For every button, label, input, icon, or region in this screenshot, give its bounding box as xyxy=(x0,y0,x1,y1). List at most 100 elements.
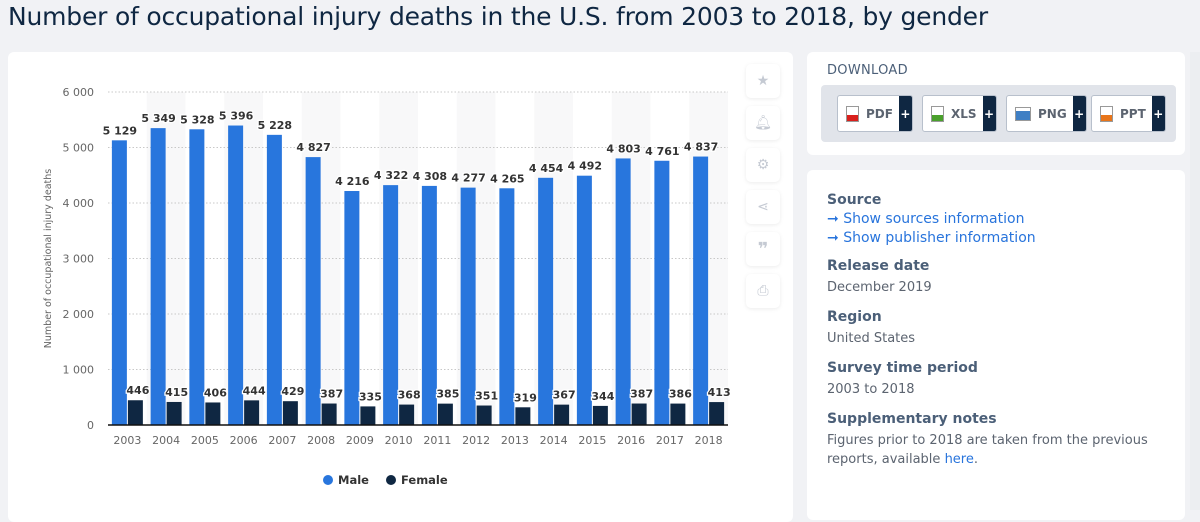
female-data-label: 351 xyxy=(475,390,498,403)
plus-icon[interactable]: + xyxy=(898,96,912,131)
download-png-button[interactable]: PNG + xyxy=(1006,95,1087,132)
male-bar xyxy=(305,157,321,425)
download-xls-button[interactable]: XLS + xyxy=(922,95,997,132)
female-bar xyxy=(321,403,337,425)
female-data-label: 367 xyxy=(553,389,576,402)
female-data-label: 406 xyxy=(204,386,227,399)
female-data-label: 386 xyxy=(669,388,692,401)
male-data-label: 4 216 xyxy=(335,175,370,188)
female-data-label: 444 xyxy=(243,384,266,397)
female-bar xyxy=(515,407,531,425)
male-data-label: 4 827 xyxy=(296,141,330,154)
male-data-label: 5 228 xyxy=(258,119,292,132)
male-data-label: 4 265 xyxy=(490,172,524,185)
bar-chart: 0 1 000 2 000 3 000 4 000 5 000 6 000 Number of… xyxy=(43,86,732,487)
plus-icon[interactable]: + xyxy=(1072,96,1086,131)
female-data-label: 387 xyxy=(630,388,653,401)
bell-icon[interactable]: 🔔︎ xyxy=(746,106,780,140)
female-bar xyxy=(360,406,376,425)
period-heading: Survey time period xyxy=(827,360,978,376)
download-pdf-button[interactable]: PDF + xyxy=(837,95,913,132)
y-axis-label: Number of occupational injury deaths xyxy=(43,169,54,348)
x-tick-label: 2018 xyxy=(695,434,723,447)
male-bar xyxy=(189,129,205,425)
y-tick-label: 5 000 xyxy=(63,142,95,155)
show-sources-label[interactable]: Show sources information xyxy=(843,211,1025,227)
pdf-file-icon xyxy=(846,105,859,122)
y-tick-label: 4 000 xyxy=(63,197,95,210)
x-tick-label: 2009 xyxy=(346,434,374,447)
arrow-right-icon: ➞ xyxy=(827,211,839,227)
ppt-label: PPT xyxy=(1120,106,1146,121)
male-bar xyxy=(576,175,592,425)
ppt-file-icon xyxy=(1100,105,1113,122)
share-icon[interactable]: ⋖ xyxy=(746,190,780,224)
female-bar xyxy=(592,405,608,425)
show-publisher-label[interactable]: Show publisher information xyxy=(843,230,1036,246)
region-heading: Region xyxy=(827,309,882,325)
male-data-label: 4 454 xyxy=(529,162,564,175)
plus-icon[interactable]: + xyxy=(982,96,996,131)
star-icon[interactable]: ★ xyxy=(746,64,780,98)
female-bar xyxy=(631,403,647,425)
male-legend-marker xyxy=(323,475,333,485)
female-bar xyxy=(282,401,298,425)
female-data-label: 446 xyxy=(126,384,149,397)
female-legend-marker xyxy=(386,475,396,485)
notes-period: . xyxy=(973,452,978,467)
x-tick-label: 2015 xyxy=(578,434,606,447)
download-card: DOWNLOAD PDF + XLS + PNG + PPT + xyxy=(807,52,1185,155)
male-data-label: 4 837 xyxy=(684,141,718,154)
female-bar xyxy=(399,404,415,425)
male-bar xyxy=(499,188,515,425)
png-label: PNG xyxy=(1038,106,1067,121)
release-heading: Release date xyxy=(827,258,930,274)
male-data-label: 5 349 xyxy=(141,112,175,125)
male-data-label: 5 129 xyxy=(103,124,137,137)
male-data-label: 4 761 xyxy=(645,145,679,158)
male-data-label: 5 328 xyxy=(180,113,214,126)
male-data-label: 4 492 xyxy=(568,160,602,173)
download-ppt-button[interactable]: PPT + xyxy=(1091,95,1166,132)
xls-file-icon xyxy=(931,105,944,122)
show-publisher-link[interactable]: ➞ Show publisher information xyxy=(827,230,1165,246)
y-tick-label: 1 000 xyxy=(63,364,95,377)
x-tick-label: 2016 xyxy=(617,434,645,447)
notes-text: Figures prior to 2018 are taken from the… xyxy=(827,431,1165,469)
quote-icon[interactable]: ❞ xyxy=(746,232,780,266)
female-bar xyxy=(166,401,182,425)
male-data-label: 5 396 xyxy=(219,110,254,123)
male-bar xyxy=(228,125,244,425)
notes-heading: Supplementary notes xyxy=(827,411,997,427)
show-sources-link[interactable]: ➞ Show sources information xyxy=(827,211,1165,227)
female-bar xyxy=(205,402,221,425)
male-data-label: 4 803 xyxy=(606,142,640,155)
notes-here-link[interactable]: here xyxy=(944,452,974,467)
x-tick-label: 2011 xyxy=(423,434,451,447)
male-bar xyxy=(615,158,631,425)
male-bar xyxy=(344,191,360,425)
x-tick-label: 2004 xyxy=(152,434,180,447)
download-buttons: PDF + XLS + PNG + PPT + xyxy=(821,85,1176,142)
legend-label: Male xyxy=(338,473,369,487)
female-data-label: 335 xyxy=(359,390,382,403)
female-bar xyxy=(127,400,143,425)
male-bar xyxy=(538,177,554,425)
female-bar xyxy=(244,400,260,425)
plus-icon[interactable]: + xyxy=(1151,96,1165,131)
female-data-label: 319 xyxy=(514,391,537,404)
female-data-label: 368 xyxy=(398,389,421,402)
release-value: December 2019 xyxy=(827,280,932,295)
x-tick-label: 2013 xyxy=(501,434,529,447)
chart-card: 0 1 000 2 000 3 000 4 000 5 000 6 000 Number of… xyxy=(8,52,793,522)
male-data-label: 4 277 xyxy=(451,172,485,185)
x-tick-label: 2005 xyxy=(191,434,219,447)
source-heading: Source xyxy=(827,192,882,208)
y-tick-label: 2 000 xyxy=(63,308,95,321)
print-icon[interactable]: ⎙ xyxy=(746,274,780,308)
gear-icon[interactable]: ⚙ xyxy=(746,148,780,182)
male-bar xyxy=(150,128,166,425)
page-title: Number of occupational injury deaths in … xyxy=(8,2,988,31)
scrollbar[interactable] xyxy=(1190,52,1200,510)
x-tick-label: 2003 xyxy=(113,434,141,447)
